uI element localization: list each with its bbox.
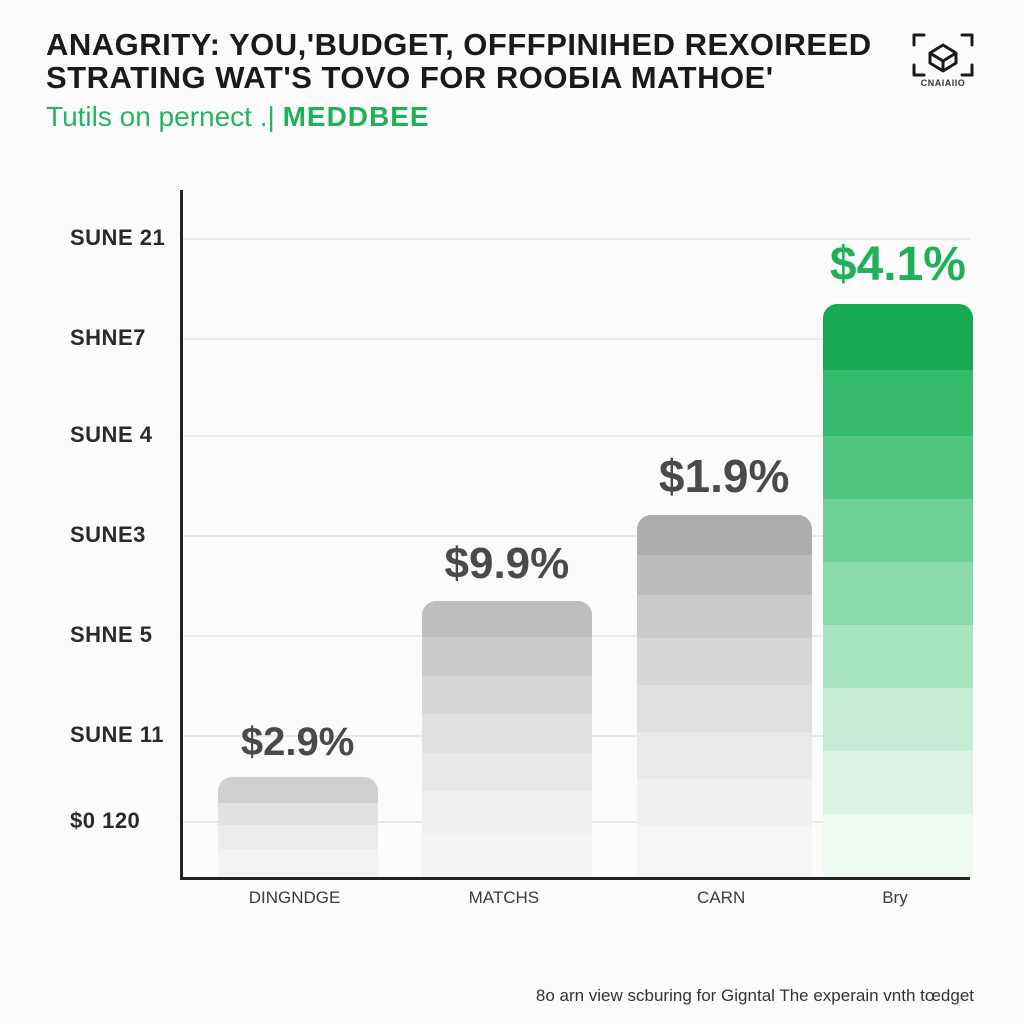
header: ANAGRITY: YOU,'BUDGET, OFFFPINIHED REXOI…	[46, 28, 978, 133]
bar-value-label: $2.9%	[241, 720, 354, 765]
bar-segment	[637, 826, 812, 877]
plot-area: $2.9% $9.9% $1.9% $4.1%	[180, 190, 970, 880]
bar	[218, 777, 378, 877]
bar-segment	[218, 803, 378, 825]
x-axis-label: CARN	[697, 888, 745, 908]
y-axis-label: $0 120	[70, 808, 170, 834]
bar	[422, 601, 592, 877]
brand-logo: CNAIAIIO	[908, 26, 978, 86]
bar-segment	[823, 436, 973, 499]
bar-segment	[422, 791, 592, 832]
bar-segment	[823, 562, 973, 625]
bar-value-label: $9.9%	[445, 539, 570, 589]
bar-segment	[422, 833, 592, 877]
bar-segment	[637, 515, 812, 555]
y-axis-label: SUNE 11	[70, 722, 170, 748]
bar-segment	[422, 601, 592, 637]
subtitle-b: MEDDBEE	[283, 101, 430, 132]
y-axis-label: SHNE7	[70, 325, 170, 351]
bar-segment	[422, 753, 592, 792]
bar-segment	[823, 688, 973, 751]
y-axis-label: SUNE 21	[70, 225, 170, 251]
logo-text: CNAIAIIO	[908, 78, 978, 88]
logo-icon	[908, 26, 978, 86]
y-axis-label: SUNE 4	[70, 422, 170, 448]
bar-segment	[218, 777, 378, 803]
bar-chart: $2.9% $9.9% $1.9% $4.1% SUNE 21 SHNE7 SUNE 4 S…	[70, 190, 970, 930]
bar-segment	[823, 751, 973, 814]
x-axis-label: DINGNDGE	[249, 888, 341, 908]
bar-value-label: $4.1%	[830, 237, 966, 292]
bar-segment	[637, 595, 812, 638]
title-line-2: STRATING WAT'S TOVO FOR ROOБIA MATHOE'	[46, 61, 978, 94]
bar-segment	[823, 304, 973, 370]
bar-segment	[218, 849, 378, 877]
bar-segment	[637, 732, 812, 779]
bar-segment	[637, 685, 812, 732]
x-axis-label: MATCHS	[469, 888, 540, 908]
subtitle-a: Tutils on pernect .|	[46, 101, 283, 132]
footnote: 8o arn view scburing for Gigntal The exp…	[536, 986, 974, 1006]
bar-segment	[823, 625, 973, 688]
bar-segment	[422, 637, 592, 676]
title-line-1: ANAGRITY: YOU,'BUDGET, OFFFPINIHED REXOI…	[46, 28, 978, 61]
bar-segment	[422, 714, 592, 753]
bar	[823, 304, 973, 877]
bar-segment	[637, 555, 812, 595]
bar-segment	[823, 499, 973, 562]
bar-segment	[218, 825, 378, 849]
bar-segment	[823, 370, 973, 436]
bar	[637, 515, 812, 877]
bar-value-label: $1.9%	[659, 449, 789, 503]
bar-segment	[422, 676, 592, 715]
x-axis-label: Bry	[882, 888, 908, 908]
bar-segment	[823, 814, 973, 877]
bar-segment	[637, 779, 812, 826]
subtitle: Tutils on pernect .| MEDDBEE	[46, 101, 978, 133]
y-axis-label: SUNE3	[70, 522, 170, 548]
y-axis-label: SHNE 5	[70, 622, 170, 648]
bar-segment	[637, 638, 812, 685]
